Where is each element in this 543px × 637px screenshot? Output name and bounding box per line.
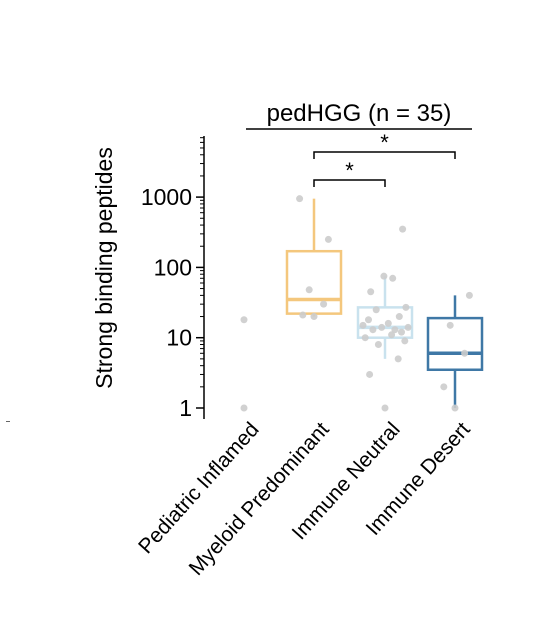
data-point: [399, 225, 407, 233]
data-point: [378, 323, 386, 331]
boxes-layer: [285, 198, 484, 408]
data-point: [369, 326, 377, 334]
data-point: [384, 319, 392, 327]
y-axis: 1 10 100 1000: [141, 136, 205, 421]
data-point: [320, 300, 328, 308]
data-point: [240, 404, 248, 412]
significance-bracket: [313, 151, 456, 159]
edge-tick-mark: [6, 421, 10, 422]
data-point: [324, 235, 332, 243]
data-point: [465, 291, 473, 299]
significance-label: *: [380, 130, 389, 155]
box-iqr: [426, 316, 484, 372]
y-axis-label: Strong binding peptides: [91, 147, 117, 389]
data-point: [296, 195, 304, 203]
x-tick-label: Pediatric Inflamed: [134, 418, 264, 558]
box-iqr: [285, 249, 343, 315]
data-point: [394, 355, 402, 363]
data-point: [401, 337, 409, 345]
data-point: [372, 306, 380, 314]
data-point: [389, 274, 397, 282]
data-point: [404, 323, 412, 331]
y-tick-label: 10: [166, 325, 192, 351]
chart-title: pedHGG (n = 35): [267, 100, 452, 127]
data-point: [299, 311, 307, 319]
data-point: [359, 321, 367, 329]
data-point: [305, 286, 313, 294]
data-point: [380, 272, 388, 280]
data-point: [381, 404, 389, 412]
points-layer: [240, 195, 473, 412]
data-point: [402, 303, 410, 311]
data-point: [398, 328, 405, 336]
significance-bracket: [313, 179, 386, 187]
data-point: [240, 316, 248, 324]
data-point: [367, 288, 375, 296]
data-point: [395, 313, 403, 321]
significance-label: *: [345, 158, 354, 183]
y-tick-label: 1000: [141, 184, 192, 210]
data-point: [388, 331, 396, 339]
y-tick-label: 1: [179, 395, 192, 421]
y-tick-label: 100: [154, 254, 192, 280]
data-point: [366, 370, 374, 378]
box-iqr: [356, 306, 414, 339]
data-point: [361, 334, 369, 342]
data-point: [391, 326, 399, 334]
x-tick-label: Myeloid Predominant: [185, 418, 334, 580]
data-point: [440, 383, 448, 391]
data-point: [310, 313, 318, 321]
data-point: [461, 349, 469, 357]
data-point: [374, 341, 382, 349]
annotations-layer: **: [246, 128, 472, 187]
data-point: [365, 316, 372, 324]
data-point: [451, 404, 459, 412]
data-point: [446, 321, 454, 329]
